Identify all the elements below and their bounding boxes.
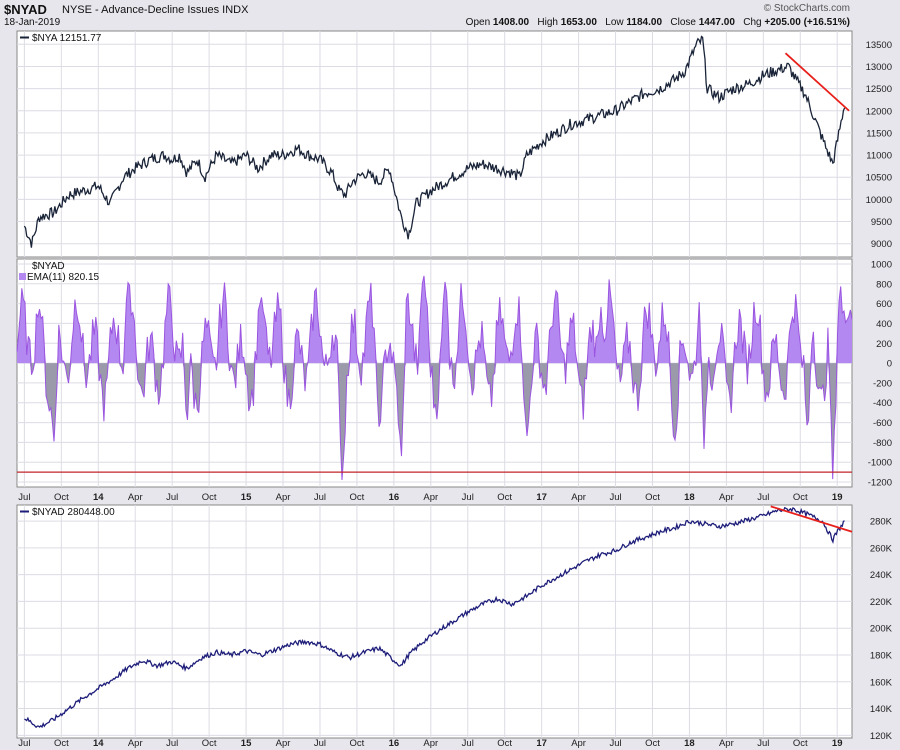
x-tick-label-3-3: Apr: [128, 738, 143, 749]
y-tick-label-3-3: 180K: [870, 650, 893, 661]
x-tick-label-3-19: Apr: [719, 738, 734, 749]
nya-panel-label: $NYA 12151.77: [32, 33, 102, 44]
y-tick-label-2-4: 200: [876, 339, 892, 350]
y-tick-label-3-5: 220K: [870, 597, 893, 608]
ema-positive-area: [17, 275, 852, 364]
nya-price-line: [23, 35, 846, 248]
y-tick-label-2-8: -600: [873, 418, 892, 429]
symbol-description: NYSE - Advance-Decline Issues INDX: [62, 4, 249, 16]
x-tick-label-3-16: Jul: [609, 738, 621, 749]
x-tick-label-2-0: Jul: [18, 492, 30, 503]
nya-trendline: [784, 52, 850, 112]
ohlc-readout: Open 1408.00 High 1653.00 Low 1184.00 Cl…: [465, 17, 850, 28]
x-tick-label-2-3: Apr: [128, 492, 143, 503]
y-tick-label-1-4: 11000: [866, 151, 892, 162]
x-tick-label-3-9: Oct: [350, 738, 365, 749]
plot-area-3: [16, 504, 853, 739]
y-tick-label-1-2: 10000: [866, 195, 892, 206]
y-tick-label-2-10: -1000: [868, 458, 892, 469]
y-tick-label-2-5: 0: [887, 359, 892, 370]
y-tick-label-1-7: 12500: [866, 84, 892, 95]
y-tick-label-1-1: 9500: [871, 217, 892, 228]
brand-watermark: © StockCharts.com: [763, 3, 850, 14]
y-tick-label-2-11: -1200: [868, 478, 892, 489]
y-tick-label-2-7: -400: [873, 398, 892, 409]
y-tick-label-3-6: 240K: [870, 570, 893, 581]
y-tick-label-3-2: 160K: [870, 677, 893, 688]
x-tick-label-3-11: Apr: [423, 738, 438, 749]
x-tick-label-2-1: Oct: [54, 492, 69, 503]
x-tick-label-3-17: Oct: [645, 738, 660, 749]
nyad-trendline: [770, 505, 853, 533]
x-tick-label-2-9: Oct: [350, 492, 365, 503]
x-tick-label-3-20: Jul: [757, 738, 769, 749]
nyad-panel-label: $NYAD: [32, 261, 65, 272]
x-tick-label-2-13: Oct: [497, 492, 512, 503]
x-tick-label-2-22: 19: [832, 492, 843, 503]
x-tick-label-2-20: Jul: [757, 492, 769, 503]
y-tick-label-1-9: 13500: [866, 40, 892, 51]
x-tick-label-2-21: Oct: [793, 492, 808, 503]
y-tick-label-3-7: 260K: [870, 543, 893, 554]
y-tick-label-1-8: 13000: [866, 62, 892, 73]
x-tick-label-2-6: 15: [241, 492, 252, 503]
symbol-title: $NYAD: [4, 2, 47, 17]
ema-legend-label: EMA(11) 820.15: [27, 272, 100, 283]
x-tick-label-3-7: Apr: [276, 738, 291, 749]
x-tick-label-2-5: Oct: [202, 492, 217, 503]
x-tick-label-2-16: Jul: [609, 492, 621, 503]
x-tick-label-2-14: 17: [536, 492, 547, 503]
y-tick-label-2-0: 1000: [871, 259, 892, 270]
y-tick-label-1-5: 11500: [866, 128, 892, 139]
x-tick-label-2-8: Jul: [314, 492, 326, 503]
y-tick-label-1-6: 12000: [866, 106, 892, 117]
y-tick-label-1-3: 10500: [866, 173, 892, 184]
nyad-cumulative-line: [24, 506, 845, 729]
chart-header: $NYAD NYSE - Advance-Decline Issues INDX…: [0, 0, 900, 30]
x-tick-label-3-4: Jul: [166, 738, 178, 749]
y-tick-label-2-2: 600: [876, 299, 892, 310]
x-tick-label-3-22: 19: [832, 738, 843, 749]
x-tick-label-3-10: 16: [389, 738, 400, 749]
x-tick-label-3-8: Jul: [314, 738, 326, 749]
x-tick-label-3-1: Oct: [54, 738, 69, 749]
x-tick-label-3-12: Jul: [462, 738, 474, 749]
y-tick-label-2-3: 400: [876, 319, 892, 330]
x-tick-label-2-15: Apr: [571, 492, 586, 503]
x-tick-label-2-10: 16: [389, 492, 400, 503]
y-tick-label-3-4: 200K: [870, 624, 893, 635]
y-tick-label-1-0: 9000: [871, 239, 892, 250]
ema-legend-swatch: [19, 273, 26, 280]
x-tick-label-3-6: 15: [241, 738, 252, 749]
x-tick-label-2-12: Jul: [462, 492, 474, 503]
x-tick-label-3-15: Apr: [571, 738, 586, 749]
x-tick-label-3-14: 17: [536, 738, 547, 749]
x-tick-label-3-21: Oct: [793, 738, 808, 749]
x-tick-label-2-4: Jul: [166, 492, 178, 503]
x-tick-label-3-0: Jul: [18, 738, 30, 749]
x-tick-label-2-17: Oct: [645, 492, 660, 503]
y-tick-label-2-6: -200: [873, 378, 892, 389]
x-tick-label-2-18: 18: [684, 492, 695, 503]
x-tick-label-3-5: Oct: [202, 738, 217, 749]
plot-area-1: [16, 30, 853, 258]
y-tick-label-2-9: -800: [873, 438, 892, 449]
x-tick-label-2-2: 14: [93, 492, 104, 503]
x-tick-label-3-13: Oct: [497, 738, 512, 749]
x-tick-label-2-7: Apr: [276, 492, 291, 503]
chart-date: 18-Jan-2019: [4, 17, 61, 28]
y-tick-label-2-1: 800: [876, 279, 892, 290]
ema-line: [16, 275, 853, 481]
x-tick-label-2-19: Apr: [719, 492, 734, 503]
x-tick-label-3-18: 18: [684, 738, 695, 749]
x-tick-label-2-11: Apr: [423, 492, 438, 503]
nyad-cumulative-label: $NYAD 280448.00: [32, 507, 115, 518]
y-tick-label-3-0: 120K: [870, 731, 893, 742]
y-tick-label-3-1: 140K: [870, 704, 893, 715]
y-tick-label-3-8: 280K: [870, 517, 893, 528]
x-tick-label-3-2: 14: [93, 738, 104, 749]
